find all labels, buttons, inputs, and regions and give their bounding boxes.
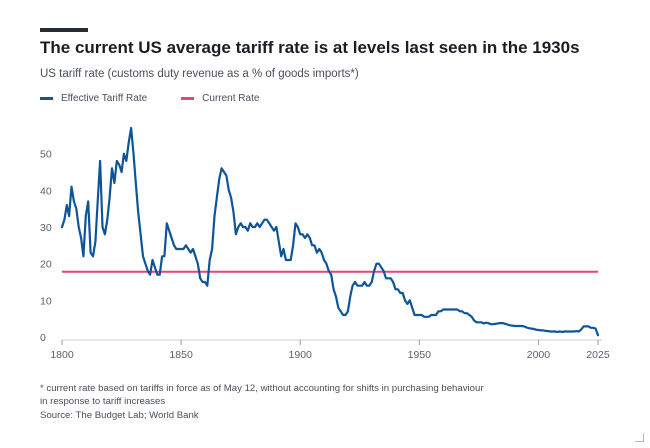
x-tick-label-2025: 2025 [586,349,610,361]
x-tick-label-2000: 2000 [527,349,551,361]
title-accent-bar [40,28,88,32]
x-tick-label-1900: 1900 [289,349,313,361]
x-tick-label-1850: 1850 [169,349,193,361]
y-tick-label-0: 0 [40,332,46,344]
footnote-line-2: in response to tariff increases [40,395,166,407]
legend-swatch-effective-tariff-rate [40,97,53,100]
footnote-line-1: * current rate based on tariffs in force… [40,383,484,394]
legend-swatch-current-rate [181,97,195,100]
y-tick-label-20: 20 [40,259,52,271]
footnote: * current rate based on tariffs in force… [40,383,630,408]
y-tick-label-30: 30 [40,222,52,234]
y-tick-label-10: 10 [40,295,52,307]
legend-item-current-rate: Current Rate [181,93,259,104]
y-tick-label-40: 40 [40,185,52,197]
resize-corner-icon [635,433,644,442]
chart-subtitle: US tariff rate (customs duty revenue as … [40,68,359,80]
legend: Effective Tariff Rate Current Rate [40,93,293,104]
y-tick-label-50: 50 [40,149,52,161]
chart-title: The current US average tariff rate is at… [40,38,580,57]
legend-label-effective-tariff-rate: Effective Tariff Rate [61,93,148,104]
series-line-effective-tariff-rate [60,126,600,337]
source-note: Source: The Budget Lab; World Bank [40,410,199,421]
x-tick-label-1800: 1800 [50,349,74,361]
legend-item-effective-tariff-rate: Effective Tariff Rate [40,93,147,104]
x-tick-label-1950: 1950 [408,349,432,361]
legend-label-current-rate: Current Rate [202,93,260,104]
